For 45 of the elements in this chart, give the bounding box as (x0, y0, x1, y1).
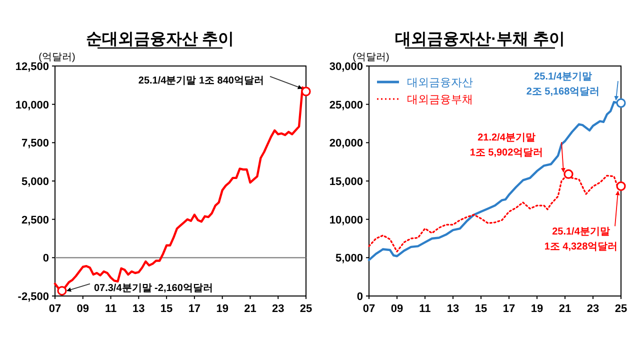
ytick: 10,000 (15, 99, 49, 112)
xtick: 13 (446, 303, 460, 315)
xtick: 15 (474, 303, 488, 315)
ylabel: (억달러) (38, 52, 76, 63)
xtick: 21 (558, 303, 572, 315)
xtick: 09 (76, 303, 90, 315)
ytick: 15,000 (329, 176, 363, 188)
title: 대외금융자산·부채 추이 (395, 31, 565, 48)
ytick: 30,000 (329, 61, 363, 73)
annotation: 21.2/4분기말 1조 5,902억달러 (470, 132, 544, 159)
xtick: 23 (272, 303, 284, 315)
ytick: 7,500 (21, 138, 49, 150)
ytick: -2,500 (18, 291, 49, 303)
annotation: 25.1/4분기말 1조 840억달러 (138, 75, 264, 86)
xtick: 23 (586, 303, 600, 315)
annotation: 25.1/4분기말 1조 4,328억달러 (544, 226, 618, 253)
ytick: 2,500 (21, 214, 49, 226)
xtick: 07 (362, 303, 376, 315)
xtick: 07 (48, 303, 62, 315)
ytick: 20,000 (329, 138, 363, 150)
ytick: 0 (356, 291, 363, 303)
xtick: 11 (104, 303, 117, 315)
xtick: 17 (188, 303, 201, 315)
xtick: 25 (300, 303, 312, 315)
xtick: 25 (614, 303, 628, 315)
xtick: 21 (244, 303, 256, 315)
xtick: 09 (390, 303, 404, 315)
xtick: 19 (216, 303, 228, 315)
xtick: 13 (132, 303, 145, 315)
legend-label: 대외금융자산 (407, 77, 473, 89)
title: 순대외금융자산 추이 (86, 31, 234, 48)
ytick: 5,000 (21, 176, 49, 188)
legend-label: 대외금융부채 (407, 94, 473, 106)
annotation: 25.1/4분기말 2조 5,168억달러 (526, 72, 600, 98)
annotation: 07.3/4분기말 -2,160억달러 (94, 282, 213, 294)
xtick: 15 (160, 303, 173, 315)
ytick: 0 (42, 252, 49, 265)
ylabel: (억달러) (352, 52, 390, 63)
ytick: 10,000 (329, 214, 363, 226)
ytick: 5,000 (335, 252, 363, 265)
xtick: 19 (530, 303, 544, 315)
ytick: 12,500 (15, 61, 49, 73)
xtick: 11 (419, 303, 431, 315)
ytick: 25,000 (329, 99, 363, 112)
xtick: 17 (502, 303, 516, 315)
